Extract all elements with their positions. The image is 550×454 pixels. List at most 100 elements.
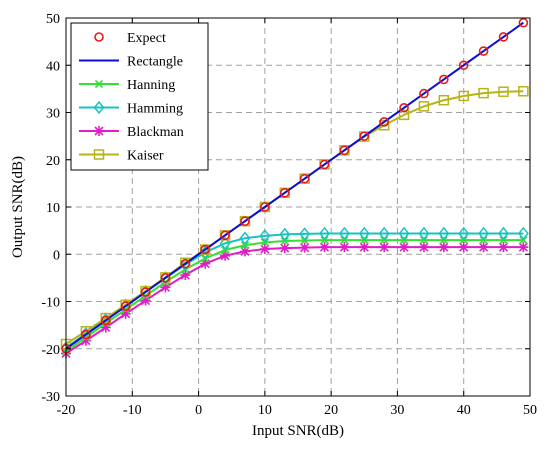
point-expect [359,131,370,141]
point-hamming [279,227,291,242]
y-tick-label: 10 [46,201,60,216]
point-expect [180,258,191,269]
point-kaiser [498,86,509,97]
legend-item-rectangle: Rectangle [79,55,183,70]
legend-marker-hamming [93,100,105,115]
legend-item-blackman: Blackman [79,125,184,140]
legend-marker-kaiser [93,149,105,160]
point-hamming [438,226,450,241]
point-expect [220,230,230,241]
point-blackman [100,322,111,333]
point-hamming [179,257,191,272]
point-blackman [438,242,449,253]
legend: Expect Rectangle Hanning Hamming Blackman Kai… [70,22,209,171]
point-hamming [517,226,529,241]
point-hamming [358,226,370,241]
legend-label: Expect [127,31,166,46]
point-hamming [458,226,470,241]
point-blackman [359,242,370,253]
series-line-hanning [65,239,524,353]
point-blackman [259,244,270,255]
legend-item-hanning: Hanning [79,78,175,93]
point-expect [160,273,171,283]
y-tick-label: 30 [46,107,60,122]
legend-item-kaiser: Kaiser [79,149,164,164]
x-tick-label: 30 [390,403,404,418]
point-blackman [399,242,410,253]
point-expect [399,102,409,113]
point-expect [498,32,509,42]
legend-item-hamming: Hamming [79,100,183,117]
point-expect [439,74,449,85]
point-hamming [219,236,231,251]
point-blackman [140,295,151,306]
y-tick-label: -10 [41,296,60,311]
ticks [65,17,531,397]
point-blackman [120,308,131,319]
point-expect [240,216,250,226]
point-kaiser [418,101,430,112]
legend-box [70,22,209,171]
point-blackman [80,335,91,346]
point-expect [419,88,429,99]
point-expect [100,315,111,326]
x-tick-label: 50 [523,403,537,418]
point-blackman [239,246,250,257]
point-blackman [478,242,489,253]
y-tick-label: 0 [53,248,60,263]
point-expect [120,301,131,312]
point-hanning [240,241,250,250]
point-expect [319,159,330,170]
y-tick-label: -20 [41,343,60,358]
point-expect [299,173,310,184]
point-expect [379,117,389,127]
legend-label: Hamming [127,102,183,117]
point-expect [279,188,290,198]
point-expect [458,60,469,71]
point-hamming [338,226,350,241]
legend-marker-hanning [94,79,104,89]
point-blackman [160,282,171,293]
point-hamming [239,231,251,245]
legend-marker-expect [94,32,104,42]
x-tick-label: 10 [258,403,272,418]
legend-label: Blackman [127,125,184,140]
point-kaiser [398,109,410,121]
y-tick-label: 50 [46,12,60,27]
x-tick-label: 20 [324,403,338,418]
point-blackman [458,242,469,253]
point-expect [518,17,529,28]
point-expect [200,244,210,255]
point-blackman [498,242,509,253]
point-kaiser [518,85,529,97]
point-kaiser [458,90,469,102]
point-blackman [220,250,231,261]
point-blackman [518,242,529,253]
point-kaiser [438,94,450,106]
point-expect [81,329,91,340]
point-hamming [418,226,430,241]
y-axis-label: Output SNR(dB) [10,156,26,258]
point-blackman [180,270,191,281]
point-hamming [378,226,390,241]
series-line-hamming [65,232,524,349]
y-tick-label: 40 [46,59,60,74]
point-blackman [299,242,310,253]
point-blackman [200,258,211,269]
point-blackman [279,243,290,254]
point-hamming [398,226,410,241]
legend-label: Hanning [127,78,175,93]
point-blackman [418,242,429,253]
legend-marker-blackman [94,126,104,136]
point-expect [339,145,350,156]
point-blackman [339,242,350,253]
point-hamming [319,226,330,241]
x-tick-label: 0 [195,403,202,418]
y-tick-label: 20 [46,154,60,169]
legend-label: Kaiser [127,149,164,164]
point-hamming [478,226,490,241]
point-expect [140,287,151,297]
x-tick-label: -20 [57,403,76,418]
